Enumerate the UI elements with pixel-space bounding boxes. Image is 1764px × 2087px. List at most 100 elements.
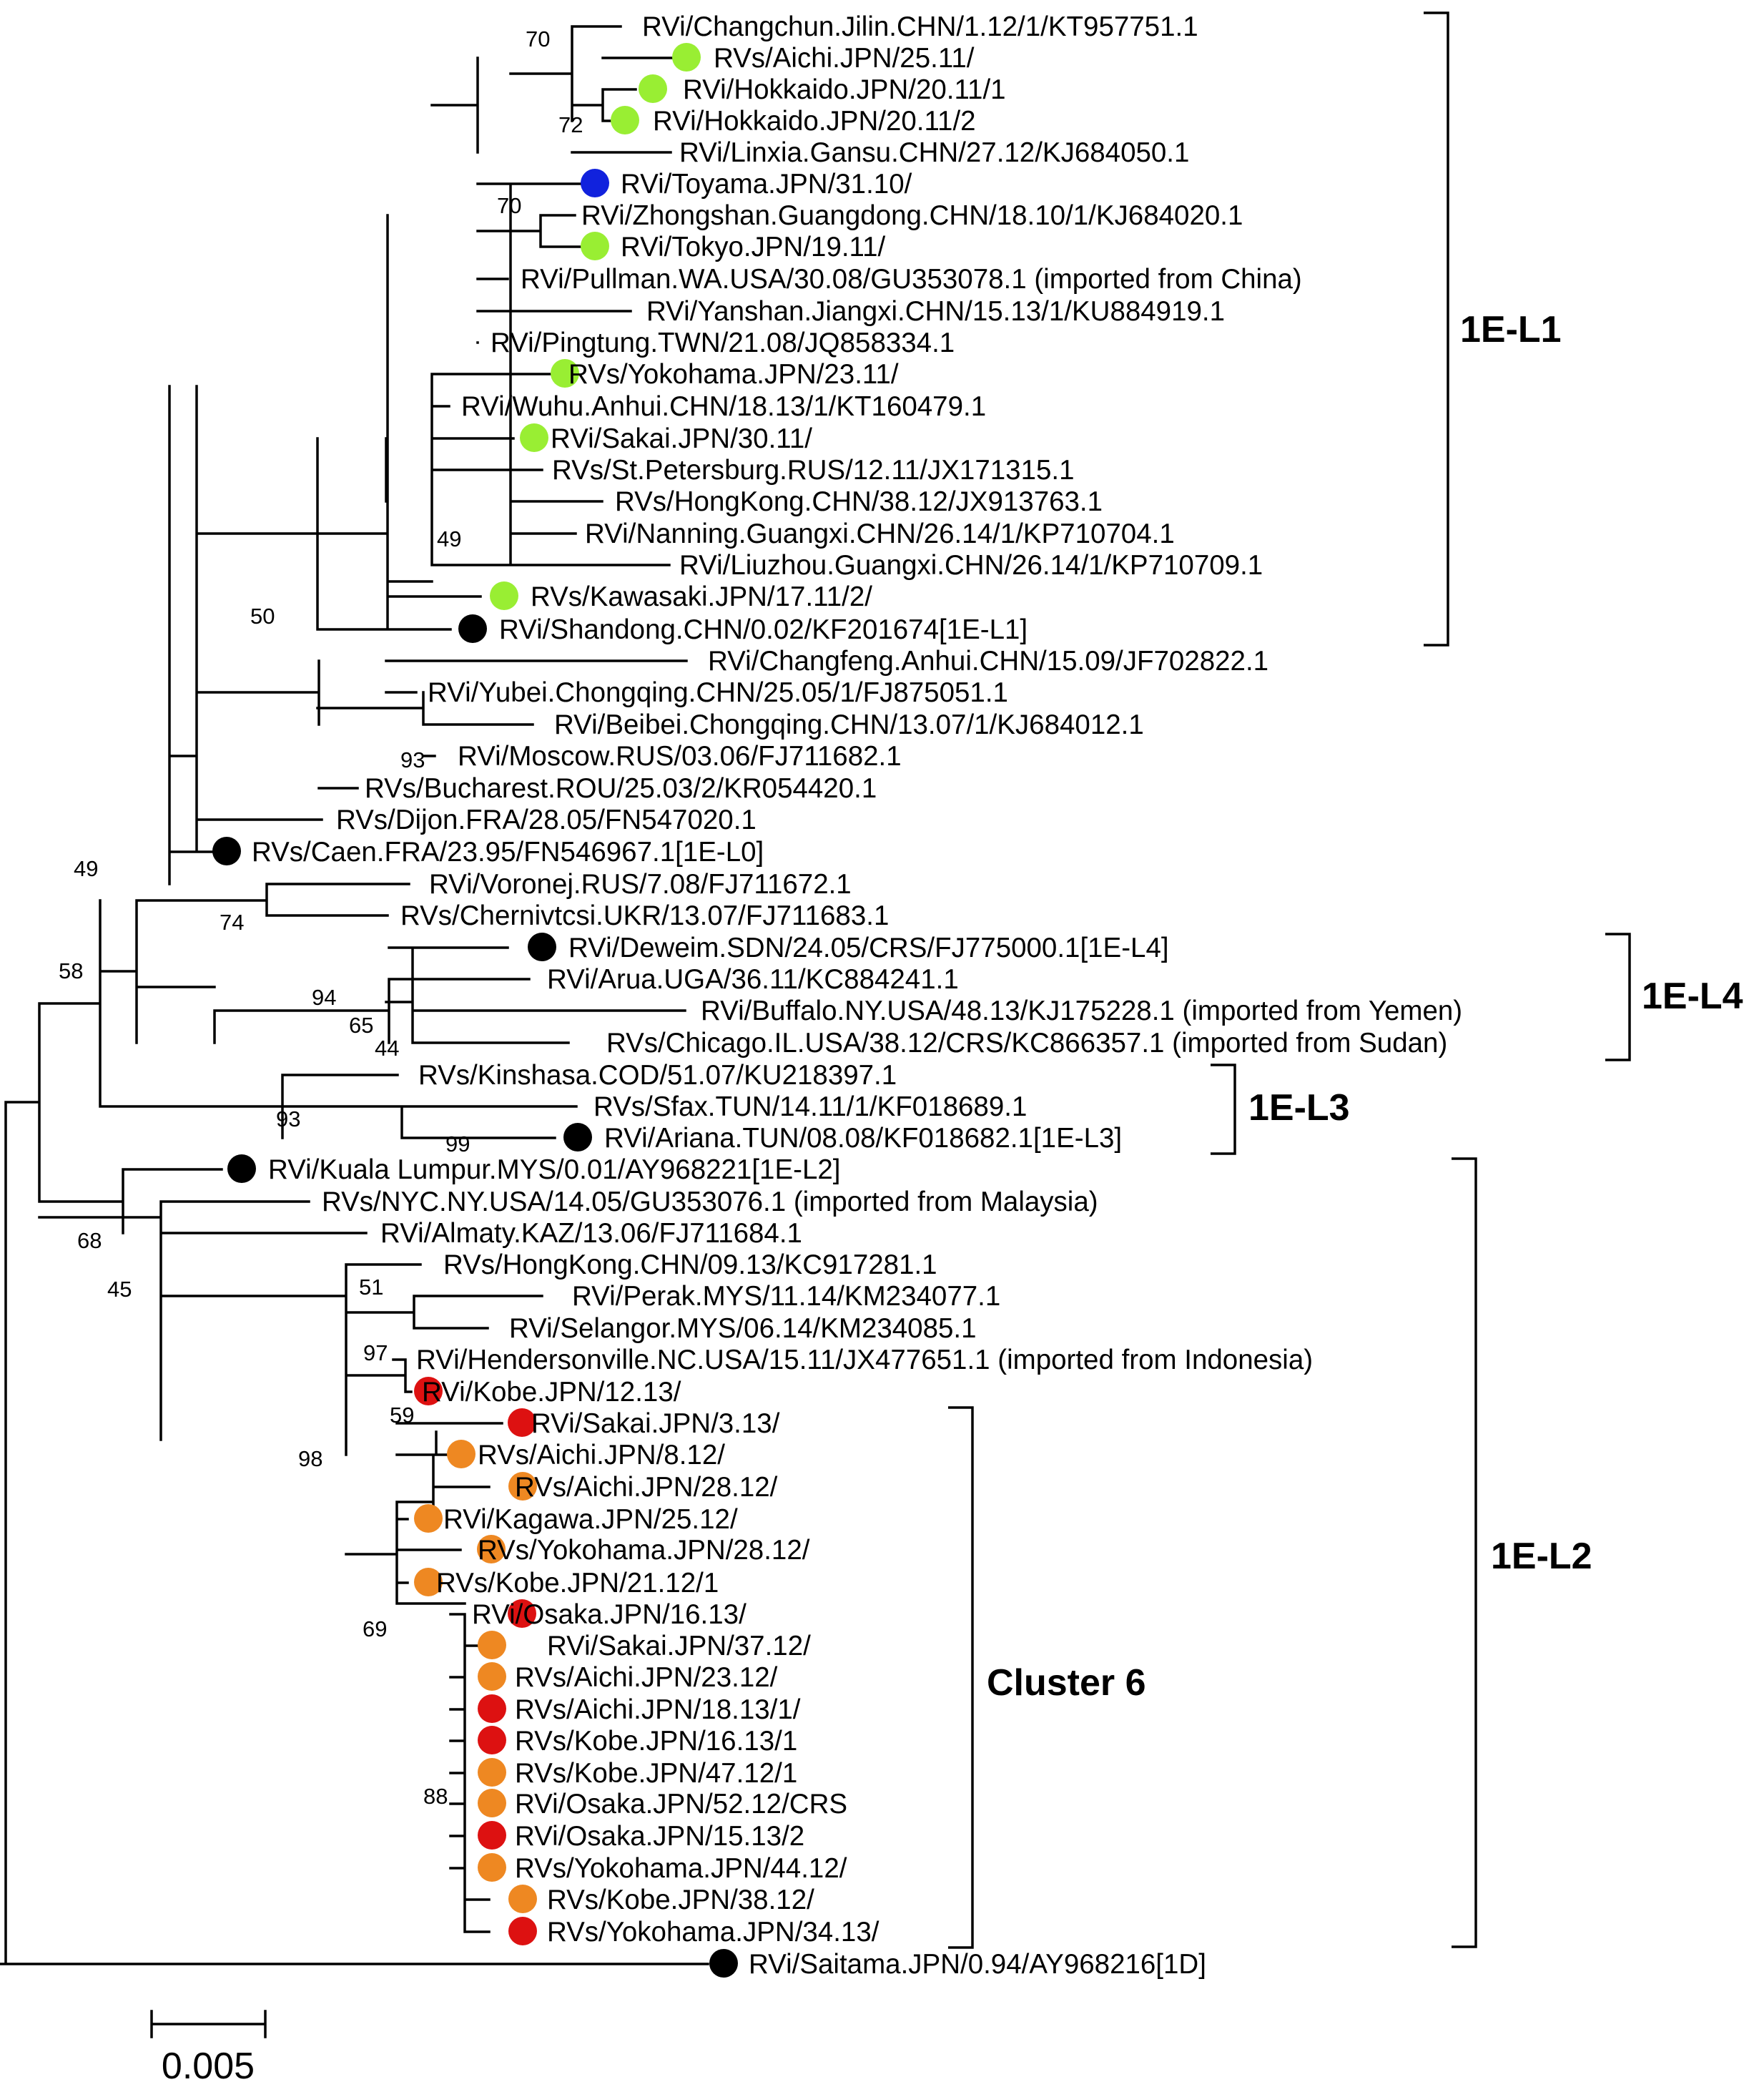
leaf-label: RVi/Almaty.KAZ/13.06/FJ711684.1: [380, 1218, 802, 1249]
leaf-label: RVi/Deweim.SDN/24.05/CRS/FJ775000.1[1E-L…: [568, 933, 1169, 963]
strain-dot-green: [639, 74, 667, 103]
strain-dot-green: [672, 43, 701, 72]
bracket-1e-l2: [1452, 1157, 1477, 1948]
leaf-label: RVi/Kuala Lumpur.MYS/0.01/AY968221[1E-L2…: [268, 1154, 840, 1185]
strain-dot-black: [528, 933, 556, 961]
leaf-label: RVi/Liuzhou.Guangxi.CHN/26.14/1/KP710709…: [679, 550, 1263, 581]
bootstrap-value: 68: [77, 1228, 102, 1253]
strain-dot-orange: [447, 1440, 476, 1468]
leaf-label: RVs/Aichi.JPN/8.12/: [478, 1440, 725, 1470]
leaf-label: RVi/Pingtung.TWN/21.08/JQ858334.1: [491, 328, 955, 358]
strain-dot-green: [611, 106, 639, 134]
bootstrap-value: 65: [349, 1013, 373, 1038]
bootstrap-value: 93: [276, 1106, 300, 1131]
strain-dot-red: [478, 1821, 506, 1850]
leaf-label: RVi/Sakai.JPN/3.13/: [531, 1408, 780, 1439]
leaf-label: RVs/Kobe.JPN/16.13/1: [515, 1726, 797, 1757]
strain-dot-orange: [414, 1568, 443, 1596]
strain-dot-green: [581, 232, 609, 260]
leaf-label: RVs/Kinshasa.COD/51.07/KU218397.1: [418, 1060, 897, 1091]
strain-dot-black: [458, 614, 487, 643]
leaf-label: RVs/Kobe.JPN/21.12/1: [436, 1568, 719, 1599]
strain-dot-green: [520, 423, 548, 452]
bootstrap-value: 69: [363, 1616, 387, 1641]
bracket-1e-l1: [1424, 11, 1449, 647]
leaf-label: RVs/Yokohama.JPN/34.13/: [547, 1917, 879, 1948]
leaf-label: RVs/Yokohama.JPN/28.12/: [478, 1535, 810, 1566]
tree-branch-lines: [0, 25, 709, 1965]
clade-label-1e-l3: 1E-L3: [1248, 1087, 1350, 1129]
strain-dot-red: [508, 1917, 537, 1945]
leaf-label: RVs/Kobe.JPN/38.12/: [547, 1885, 814, 1915]
bootstrap-value: 97: [363, 1340, 388, 1365]
clade-brackets: [948, 11, 1631, 1949]
clade-label-cluster-6: Cluster 6: [987, 1662, 1146, 1704]
leaf-label: RVi/Sakai.JPN/30.11/: [551, 423, 812, 454]
leaf-label: RVi/Saitama.JPN/0.94/AY968216[1D]: [749, 1949, 1206, 1980]
leaf-label: RVi/Zhongshan.Guangdong.CHN/18.10/1/KJ68…: [581, 200, 1243, 231]
leaf-label: RVi/Shandong.CHN/0.02/KF201674[1E-L1]: [499, 614, 1028, 645]
leaf-label: RVs/Kobe.JPN/47.12/1: [515, 1758, 797, 1789]
leaf-label: RVi/Hokkaido.JPN/20.11/1: [683, 74, 1006, 105]
strain-dot-black: [227, 1154, 256, 1183]
leaf-label: RVs/HongKong.CHN/09.13/KC917281.1: [443, 1249, 937, 1280]
strain-dot-red: [508, 1408, 536, 1437]
leaf-label: RVi/Moscow.RUS/03.06/FJ711682.1: [458, 741, 902, 772]
bootstrap-value: 70: [497, 193, 521, 218]
leaf-label: RVs/Yokohama.JPN/44.12/: [515, 1853, 847, 1884]
leaf-label: RVi/Selangor.MYS/06.14/KM234085.1: [509, 1313, 977, 1344]
strain-dot-red: [508, 1599, 536, 1628]
strain-dot-orange: [478, 1853, 506, 1882]
leaf-label: RVi/Voronej.RUS/7.08/FJ711672.1: [429, 869, 852, 900]
leaf-label: RVi/Beibei.Chongqing.CHN/13.07/1/KJ68401…: [554, 709, 1144, 740]
bootstrap-value: 45: [107, 1277, 132, 1302]
leaf-label: RVi/Kagawa.JPN/25.12/: [443, 1504, 738, 1535]
leaf-label: RVi/Wuhu.Anhui.CHN/18.13/1/KT160479.1: [461, 391, 986, 422]
strain-dots: [212, 43, 738, 1978]
leaf-label: RVi/Hendersonville.NC.USA/15.11/JX477651…: [416, 1345, 1313, 1375]
strain-dot-blue: [581, 169, 609, 197]
leaf-label: RVi/Buffalo.NY.USA/48.13/KJ175228.1 (imp…: [701, 996, 1462, 1026]
leaf-label: RVi/Changchun.Jilin.CHN/1.12/1/KT957751.…: [642, 11, 1198, 42]
leaf-label: RVs/Dijon.FRA/28.05/FN547020.1: [336, 805, 757, 835]
leaf-label: RVs/Caen.FRA/23.95/FN546967.1[1E-L0]: [252, 837, 764, 868]
tree-branches: [0, 25, 709, 1965]
strain-dot-red: [414, 1377, 443, 1405]
leaf-label: RVi/Osaka.JPN/16.13/: [472, 1599, 747, 1630]
leaf-label: RVs/St.Petersburg.RUS/12.11/JX171315.1: [552, 455, 1075, 486]
leaf-labels: RVi/Changchun.Jilin.CHN/1.12/1/KT957751.…: [252, 11, 1462, 1980]
leaf-label: RVi/Perak.MYS/11.14/KM234077.1: [572, 1281, 1000, 1312]
leaf-label: RVs/Yokohama.JPN/23.11/: [568, 359, 899, 390]
bootstrap-value: 98: [298, 1446, 322, 1471]
leaf-label: RVs/NYC.NY.USA/14.05/GU353076.1 (importe…: [322, 1187, 1098, 1217]
bootstrap-value: 72: [558, 112, 583, 137]
scale-bar-label: 0.005: [162, 2046, 255, 2087]
strain-dot-green: [551, 359, 579, 388]
leaf-label: RVs/Aichi.JPN/18.13/1/: [515, 1694, 801, 1725]
bootstrap-value: 93: [400, 747, 425, 772]
leaf-label: RVi/Ariana.TUN/08.08/KF018682.1[1E-L3]: [604, 1123, 1122, 1154]
strain-dot-black: [212, 837, 241, 865]
bootstrap-value: 49: [74, 856, 98, 881]
leaf-label: RVi/Sakai.JPN/37.12/: [547, 1631, 811, 1661]
bracket-1e-l3: [1211, 1064, 1236, 1155]
bootstrap-value: 74: [220, 910, 244, 935]
strain-dot-orange: [414, 1504, 443, 1533]
strain-dot-black: [709, 1949, 738, 1978]
bootstrap-value: 50: [250, 604, 275, 629]
leaf-label: RVs/Aichi.JPN/23.12/: [515, 1662, 778, 1693]
leaf-label: RVi/Kobe.JPN/12.13/: [422, 1377, 681, 1408]
bracket-cluster-6: [948, 1406, 974, 1949]
leaf-label: RVs/Chernivtcsi.UKR/13.07/FJ711683.1: [400, 900, 889, 931]
leaf-label: RVs/Bucharest.ROU/25.03/2/KR054420.1: [365, 773, 877, 804]
leaf-label: RVi/Linxia.Gansu.CHN/27.12/KJ684050.1: [679, 137, 1189, 168]
leaf-label: RVi/Osaka.JPN/15.13/2: [515, 1821, 804, 1852]
strain-dot-red: [478, 1726, 506, 1754]
clade-label-1e-l2: 1E-L2: [1491, 1536, 1592, 1577]
clade-label-1e-l4: 1E-L4: [1642, 976, 1743, 1017]
leaf-label: RVi/Yanshan.Jiangxi.CHN/15.13/1/KU884919…: [646, 296, 1225, 327]
scale-bar: 0.005: [150, 2010, 267, 2087]
bootstrap-value: 94: [312, 985, 336, 1010]
